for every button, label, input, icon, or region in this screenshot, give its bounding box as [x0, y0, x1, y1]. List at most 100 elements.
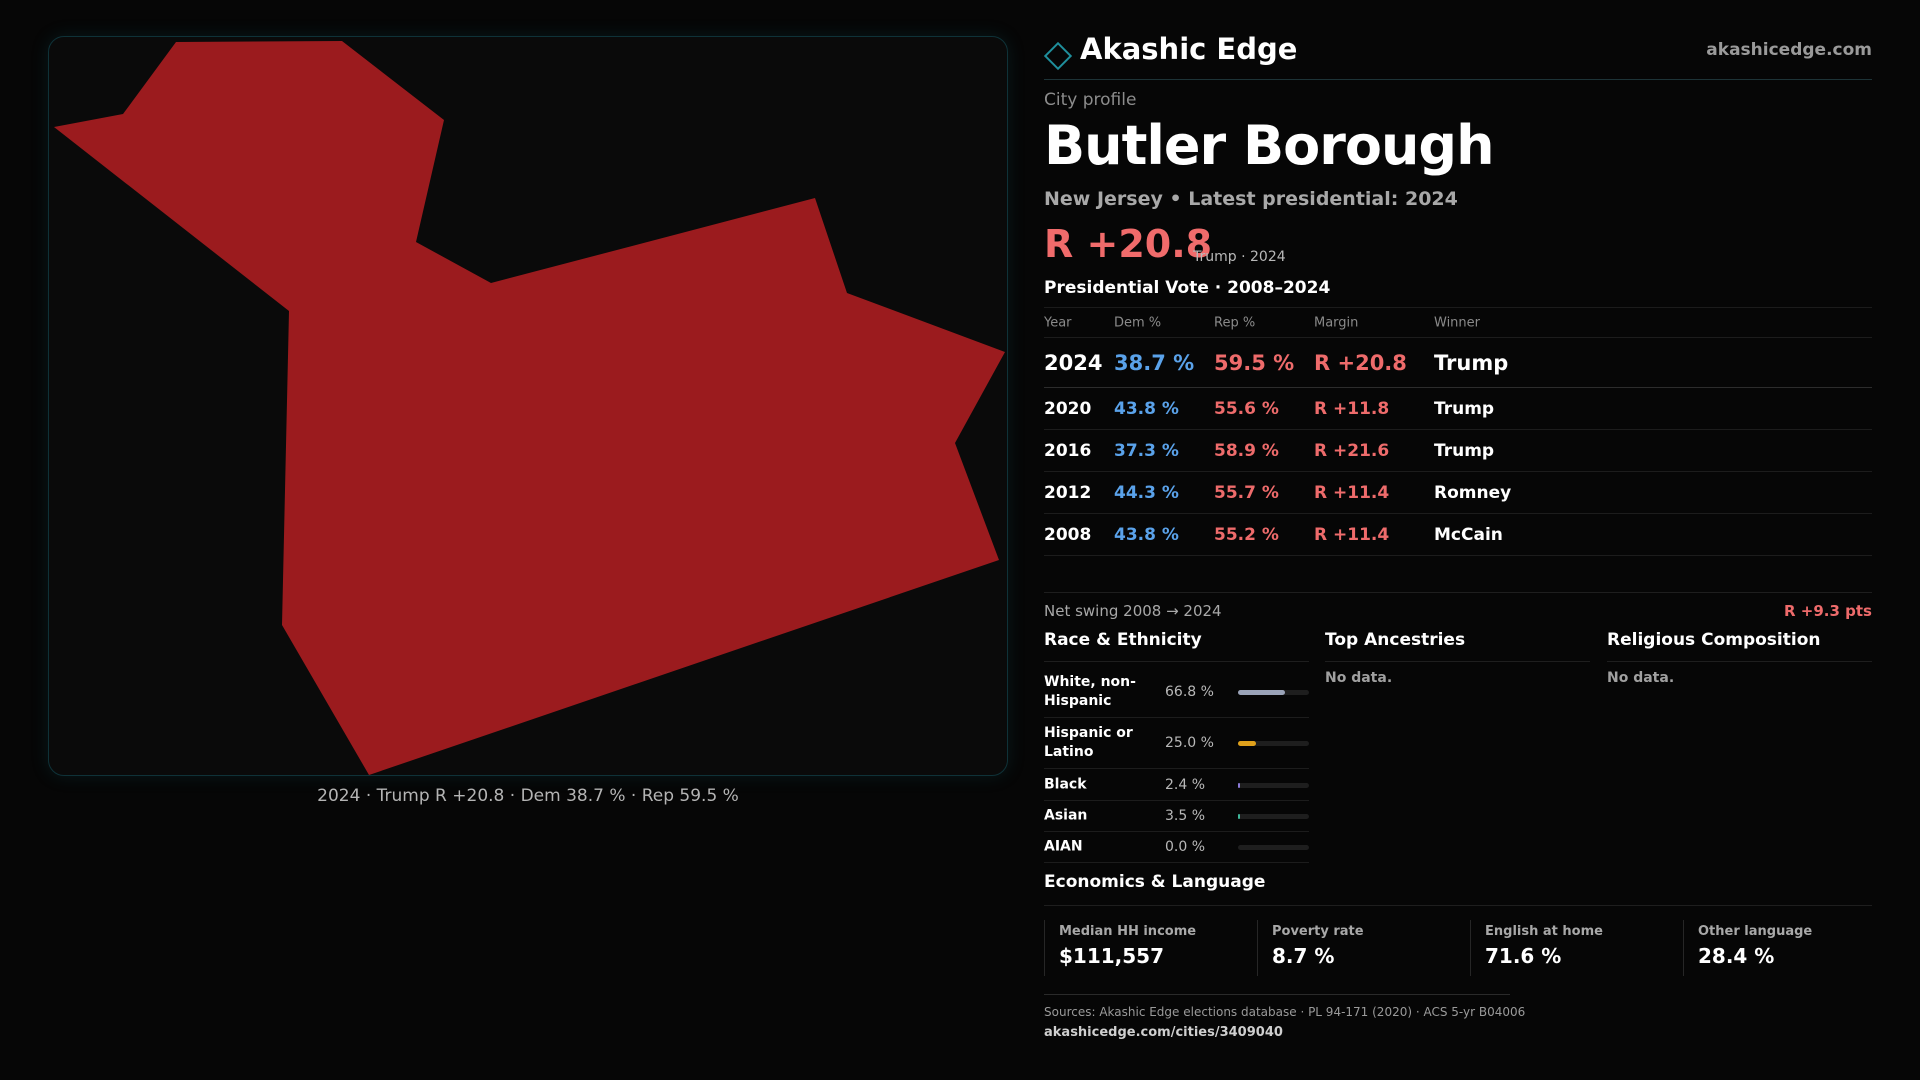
race-label: AIAN	[1044, 838, 1083, 855]
vote-margin: R +21.6	[1314, 440, 1390, 461]
stat-median-income: Median HH income $111,557	[1044, 920, 1257, 976]
race-value: 3.5 %	[1165, 808, 1206, 824]
vote-margin: R +11.4	[1314, 524, 1390, 545]
religion-empty: No data.	[1607, 670, 1675, 686]
city-boundary-map[interactable]	[49, 37, 1008, 776]
vote-row: 2008 43.8 % 55.2 % R +11.4 McCain	[1044, 514, 1872, 556]
stat-other-language: Other language 28.4 %	[1683, 920, 1896, 976]
sources-text: Sources: Akashic Edge elections database…	[1044, 1005, 1526, 1019]
vote-row: 2016 37.3 % 58.9 % R +21.6 Trump	[1044, 430, 1872, 472]
race-bar-track	[1238, 741, 1309, 746]
vote-dem: 37.3 %	[1114, 440, 1179, 461]
vote-dem: 44.3 %	[1114, 482, 1179, 503]
net-swing: Net swing 2008 → 2024 R +9.3 pts	[1044, 592, 1872, 622]
vote-year: 2012	[1044, 482, 1092, 503]
header-rep: Rep %	[1214, 315, 1256, 330]
race-label: White, non-Hispanic	[1044, 673, 1136, 709]
page-subtitle: New Jersey • Latest presidential: 2024	[1044, 188, 1458, 210]
vote-year: 2008	[1044, 524, 1092, 545]
vote-rep: 55.2 %	[1214, 524, 1279, 545]
brand-header: Akashic Edge akashicedge.com	[1043, 30, 1872, 80]
race-bar-track	[1238, 814, 1309, 819]
vote-rep: 59.5 %	[1214, 350, 1295, 375]
race-label: Asian	[1044, 807, 1088, 824]
vote-winner: Trump	[1434, 350, 1509, 375]
race-bar-fill	[1238, 782, 1240, 788]
profile-panel: Akashic Edge akashicedge.com City profil…	[1043, 30, 1872, 1060]
stat-english-at-home: English at home 71.6 %	[1470, 920, 1683, 976]
vote-margin: R +11.4	[1314, 482, 1390, 503]
sources-url-link[interactable]: akashicedge.com/cities/3409040	[1044, 1025, 1283, 1040]
race-bar-track	[1238, 782, 1309, 788]
vote-section-title: Presidential Vote · 2008–2024	[1044, 278, 1331, 298]
vote-winner: McCain	[1434, 524, 1503, 545]
economics-stats: Median HH income $111,557 Poverty rate 8…	[1044, 920, 1872, 976]
economics-section-title: Economics & Language	[1044, 872, 1872, 906]
net-swing-label: Net swing 2008 → 2024	[1044, 602, 1222, 620]
race-value: 0.0 %	[1165, 839, 1206, 855]
stat-label: Other language	[1698, 924, 1813, 939]
vote-row: 2012 44.3 % 55.7 % R +11.4 Romney	[1044, 472, 1872, 514]
headline-margin: R +20.8	[1044, 222, 1213, 266]
header-year: Year	[1044, 315, 1072, 330]
map-caption: 2024 · Trump R +20.8 · Dem 38.7 % · Rep …	[317, 786, 739, 806]
vote-year: 2020	[1044, 398, 1092, 419]
race-bar-fill	[1238, 741, 1256, 746]
race-label: Hispanic or Latino	[1044, 725, 1133, 760]
vote-row: 2020 43.8 % 55.6 % R +11.8 Trump	[1044, 388, 1872, 430]
vote-winner: Romney	[1434, 482, 1512, 503]
religion-section-title: Religious Composition	[1607, 630, 1872, 662]
race-value: 25.0 %	[1165, 735, 1214, 751]
vote-winner: Trump	[1434, 398, 1495, 419]
vote-dem: 43.8 %	[1114, 524, 1179, 545]
page-kicker: City profile	[1044, 90, 1137, 110]
sources-footer: Sources: Akashic Edge elections database…	[1044, 994, 1526, 1040]
race-bar-fill	[1238, 814, 1241, 819]
vote-year: 2016	[1044, 440, 1092, 461]
header-margin: Margin	[1314, 315, 1359, 330]
stat-label: Poverty rate	[1272, 924, 1364, 939]
stat-value: 8.7 %	[1272, 944, 1335, 968]
race-value: 2.4 %	[1165, 776, 1206, 793]
headline-note: Trump · 2024	[1193, 249, 1286, 265]
stat-label: Median HH income	[1059, 924, 1197, 939]
race-label: Black	[1044, 776, 1087, 792]
ancestries-section-title: Top Ancestries	[1325, 630, 1590, 662]
vote-table: Year Dem % Rep % Margin Winner 2024 38.7…	[1044, 307, 1872, 556]
brand-domain-link[interactable]: akashicedge.com	[1706, 40, 1872, 60]
race-bar-fill	[1238, 689, 1286, 695]
race-row: Black 2.4 %	[1044, 769, 1309, 801]
stat-poverty-rate: Poverty rate 8.7 %	[1257, 920, 1470, 976]
stat-value: 71.6 %	[1485, 944, 1562, 968]
brand-name[interactable]: Akashic Edge	[1080, 32, 1298, 66]
race-bar-track	[1238, 689, 1309, 695]
race-list: White, non-Hispanic 66.8 % Hispanic or L…	[1044, 666, 1309, 863]
vote-table-header: Year Dem % Rep % Margin Winner	[1044, 308, 1872, 338]
race-section-title: Race & Ethnicity	[1044, 630, 1309, 662]
vote-margin: R +11.8	[1314, 398, 1390, 419]
race-row: Hispanic or Latino 25.0 %	[1044, 718, 1309, 769]
stat-value: 28.4 %	[1698, 944, 1775, 968]
stat-label: English at home	[1485, 924, 1603, 939]
vote-rep: 55.6 %	[1214, 398, 1279, 419]
vote-margin: R +20.8	[1314, 350, 1407, 375]
map-panel[interactable]	[48, 36, 1008, 776]
vote-winner: Trump	[1434, 440, 1495, 461]
race-row: Asian 3.5 %	[1044, 801, 1309, 832]
city-boundary-shape[interactable]	[54, 41, 1005, 775]
header-winner: Winner	[1434, 315, 1481, 330]
vote-year: 2024	[1044, 350, 1103, 375]
stat-value: $111,557	[1059, 944, 1165, 968]
vote-dem: 43.8 %	[1114, 398, 1179, 419]
header-dem: Dem %	[1114, 315, 1162, 330]
diamond-icon	[1043, 41, 1073, 71]
race-value: 66.8 %	[1165, 683, 1214, 700]
vote-row-latest: 2024 38.7 % 59.5 % R +20.8 Trump	[1044, 338, 1872, 388]
net-swing-value: R +9.3 pts	[1784, 602, 1872, 620]
race-row: White, non-Hispanic 66.8 %	[1044, 666, 1309, 718]
race-bar-track	[1238, 845, 1309, 850]
race-row: AIAN 0.0 %	[1044, 832, 1309, 863]
page-title: Butler Borough	[1044, 114, 1495, 177]
vote-rep: 55.7 %	[1214, 482, 1279, 503]
ancestries-empty: No data.	[1325, 670, 1393, 686]
